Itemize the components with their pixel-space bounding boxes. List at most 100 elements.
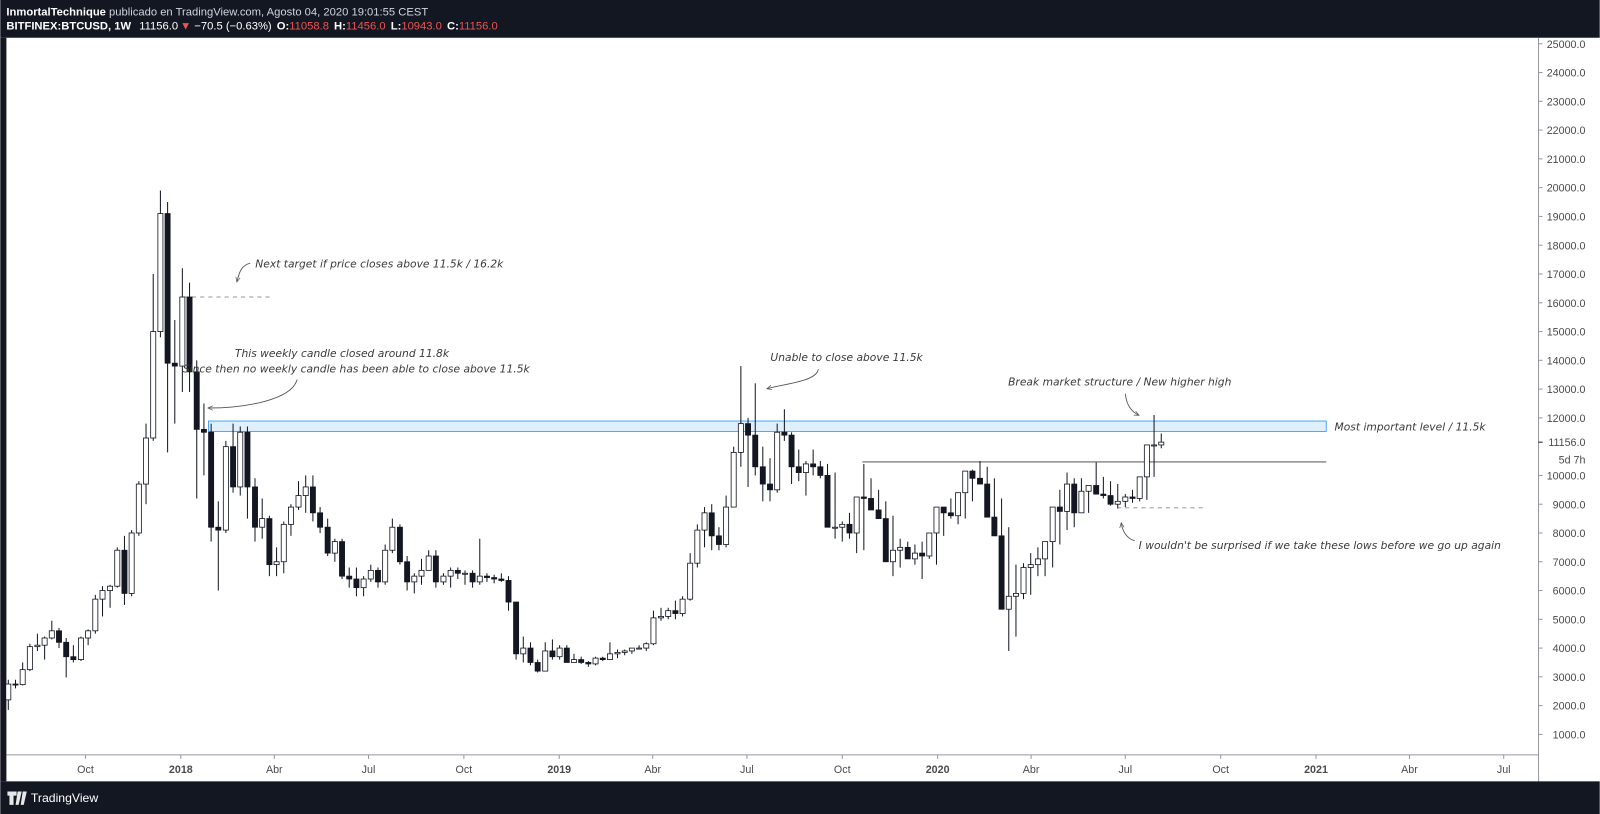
brand: TradingView xyxy=(31,791,98,805)
candle-body xyxy=(121,549,128,594)
candle-body xyxy=(1056,506,1063,512)
candle-body xyxy=(157,213,164,332)
footer-bar xyxy=(0,781,1600,814)
x-tick-label: Jul xyxy=(1497,764,1511,776)
candle-body xyxy=(940,506,947,514)
candle-body xyxy=(708,512,715,537)
x-tick-label: Jul xyxy=(362,764,376,776)
candle-body xyxy=(70,656,77,660)
annotation: Break market structure / New higher high xyxy=(1008,376,1231,389)
y-tick-label: 7000.0 xyxy=(1553,557,1586,569)
candle-body xyxy=(1107,495,1114,505)
candle-body xyxy=(1151,444,1158,447)
y-tick-label: 23000.0 xyxy=(1547,96,1586,108)
y-tick-label: 19000.0 xyxy=(1547,212,1586,224)
candle-body xyxy=(962,470,969,494)
candle-body xyxy=(1013,592,1019,597)
y-tick-label: 12000.0 xyxy=(1547,413,1586,425)
candle-body xyxy=(665,610,672,617)
candle-body xyxy=(947,512,954,517)
candle-body xyxy=(432,555,439,583)
candle-body xyxy=(578,659,585,663)
change: −70.5 (−0.63%) xyxy=(194,21,272,33)
candle-body xyxy=(309,486,316,514)
y-tick-label: 22000.0 xyxy=(1547,125,1586,137)
x-tick-label: 2019 xyxy=(547,764,571,776)
candle-body xyxy=(643,643,650,649)
candle-body xyxy=(795,466,802,473)
candle-body xyxy=(418,569,425,577)
symbol-line: BITFINEX:BTCUSD, 1W 11156.0 ▼ −70.5 (−0.63%… xyxy=(6,21,497,33)
annotation: This weekly candle closed around 11.8k xyxy=(235,347,450,360)
y-tick-label: 10000.0 xyxy=(1547,471,1586,483)
candle-body xyxy=(200,428,207,433)
candle-body xyxy=(599,657,606,660)
candle-body xyxy=(672,610,679,614)
header-line: InmortalTechnique publicado en TradingVi… xyxy=(6,6,428,18)
candle-body xyxy=(955,492,962,517)
y-tick-label: 14000.0 xyxy=(1547,355,1586,367)
candle-body xyxy=(556,647,563,658)
annotation-arrow xyxy=(767,369,819,388)
candle-body xyxy=(135,483,142,534)
candle-body xyxy=(367,569,374,580)
published: publicado en TradingView.com, Agosto 04,… xyxy=(109,6,428,18)
ohlc-key: C: xyxy=(447,21,459,33)
ohlc-key: H: xyxy=(334,21,346,33)
annotation: Most important level / 11.5k xyxy=(1335,420,1487,433)
candle-body xyxy=(882,518,889,563)
candle-body xyxy=(919,552,926,557)
candle-body xyxy=(186,296,193,373)
y-tick-label: 3000.0 xyxy=(1553,672,1586,684)
x-tick-label: Jul xyxy=(1118,764,1132,776)
candle-body xyxy=(687,562,694,600)
candle-body xyxy=(774,431,781,491)
candle-body xyxy=(810,463,817,468)
candle-body xyxy=(817,466,824,476)
candle-body xyxy=(679,598,686,614)
candle-body xyxy=(991,516,998,537)
candle-body xyxy=(853,496,860,534)
candle-body xyxy=(215,526,222,531)
candle-body xyxy=(114,549,121,587)
candle-body xyxy=(469,572,476,583)
candle-body xyxy=(542,650,549,672)
x-tick-label: Oct xyxy=(77,764,94,776)
candle-body xyxy=(606,653,613,660)
candle-body xyxy=(890,549,896,563)
x-tick-label: Abr xyxy=(1401,764,1418,776)
candle-body xyxy=(745,423,751,436)
candle-body xyxy=(5,683,12,701)
author: InmortalTechnique xyxy=(6,6,106,18)
candle-body xyxy=(1085,485,1092,492)
candle-body xyxy=(824,475,831,528)
candle-body xyxy=(585,662,592,665)
candle-body xyxy=(1034,558,1041,566)
candles xyxy=(5,190,1165,710)
ohlc-key: O: xyxy=(277,21,289,33)
x-tick-label: 2020 xyxy=(926,764,950,776)
annotation: Next target if price closes above 11.5k … xyxy=(255,257,504,270)
candle-body xyxy=(164,213,171,364)
x-tick-label: Oct xyxy=(834,764,851,776)
candle-body xyxy=(353,578,360,589)
candle-body xyxy=(56,630,62,643)
y-tick-label: 18000.0 xyxy=(1547,240,1586,252)
y-tick-label: 6000.0 xyxy=(1553,586,1586,598)
ohlc-value: 11156.0 xyxy=(459,21,498,33)
candle-body xyxy=(534,662,541,672)
candle-body xyxy=(440,575,447,583)
ohlc-value: 11456.0 xyxy=(346,21,386,33)
y-tick-label: 4000.0 xyxy=(1553,643,1586,655)
candle-body xyxy=(48,630,55,639)
candle-body xyxy=(636,647,643,650)
change-arrow: ▼ xyxy=(180,21,191,33)
candle-body xyxy=(977,477,983,485)
candle-body xyxy=(839,523,846,528)
candle-body xyxy=(628,647,635,652)
candle-body xyxy=(1042,541,1049,560)
candle-body xyxy=(317,512,324,528)
annotation: I wouldn't be surprised if we take these… xyxy=(1139,539,1501,552)
annotation-arrow xyxy=(1124,393,1138,415)
candle-body xyxy=(1143,444,1150,478)
